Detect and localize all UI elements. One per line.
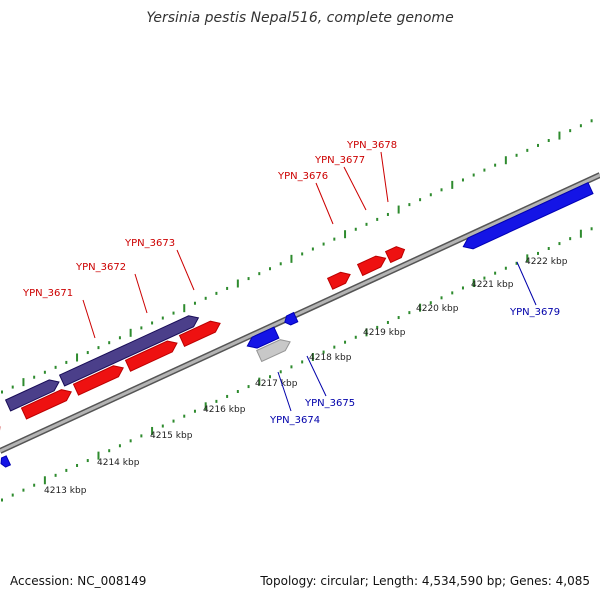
outer-tick-track xyxy=(1,119,593,394)
gene-label-forward: YPN_3671 xyxy=(22,288,73,299)
gene-labels: YPN_3671 YPN_3672 YPN_3673 YPN_3676 YPN_3677… xyxy=(22,140,560,426)
kbp-label: 4217 kbp xyxy=(255,379,298,389)
gene-arrow-forward xyxy=(124,340,178,372)
gene-label-forward: YPN_3677 xyxy=(314,155,365,166)
gene-features xyxy=(0,182,594,468)
genome-backbone xyxy=(0,172,600,454)
kbp-label: 4218 kbp xyxy=(309,353,352,363)
gene-label-reverse: YPN_3675 xyxy=(304,398,355,409)
leader-line-reverse xyxy=(516,261,537,306)
kbp-label: 4214 kbp xyxy=(97,458,140,468)
leader-line-forward xyxy=(176,249,195,291)
gene-arrow-forward xyxy=(20,389,72,420)
gene-label-reverse: YPN_3679 xyxy=(509,307,560,318)
inner-tick-track xyxy=(1,227,593,502)
genome-title: Yersinia pestis Nepal516, complete genom… xyxy=(146,10,454,26)
gene-arrow-forward xyxy=(356,255,387,277)
accession-text: Accession: NC_008149 xyxy=(10,574,147,588)
leader-line-reverse xyxy=(277,371,292,412)
operon-bar xyxy=(58,315,200,387)
kbp-scale-labels: 4213 kbp 4214 kbp 4215 kbp 4216 kbp 4217 kbp… xyxy=(44,257,568,496)
leader-line-forward xyxy=(343,166,367,211)
gene-label-reverse: YPN_3674 xyxy=(269,415,320,426)
gene-arrow-forward xyxy=(326,271,351,290)
gene-arrow-reverse xyxy=(246,326,280,349)
gene-arrow-forward xyxy=(72,365,124,396)
gene-arrow-reverse xyxy=(284,311,299,326)
gene-arrow-reverse xyxy=(462,182,594,250)
gene-label-leaders xyxy=(82,151,537,412)
kbp-label: 4216 kbp xyxy=(203,405,246,415)
leader-line-reverse xyxy=(306,355,327,397)
gene-label-forward: YPN_3672 xyxy=(75,262,126,273)
leader-line-forward xyxy=(134,273,148,314)
gene-arrow-forward xyxy=(178,320,221,347)
kbp-label: 4220 kbp xyxy=(416,304,459,314)
gene-arrow-reverse xyxy=(0,455,12,468)
gene-label-forward: YPN_3676 xyxy=(277,171,328,182)
gene-label-forward: YPN_3673 xyxy=(124,238,175,249)
leader-line-forward xyxy=(315,182,334,225)
kbp-label: 4219 kbp xyxy=(363,328,406,338)
gene-arrow-forward xyxy=(384,246,406,264)
backbone-line-highlight xyxy=(0,173,600,453)
kbp-label: 4215 kbp xyxy=(150,431,193,441)
gene-arrow-pseudo xyxy=(256,339,291,363)
leader-line-forward xyxy=(82,299,96,339)
kbp-label: 4221 kbp xyxy=(471,280,514,290)
kbp-label: 4222 kbp xyxy=(525,257,568,267)
leader-line-forward xyxy=(380,151,389,203)
genome-summary-text: Topology: circular; Length: 4,534,590 bp… xyxy=(260,574,590,588)
gene-label-forward: YPN_3678 xyxy=(346,140,397,151)
operon-bar xyxy=(4,379,60,412)
kbp-label: 4213 kbp xyxy=(44,486,87,496)
